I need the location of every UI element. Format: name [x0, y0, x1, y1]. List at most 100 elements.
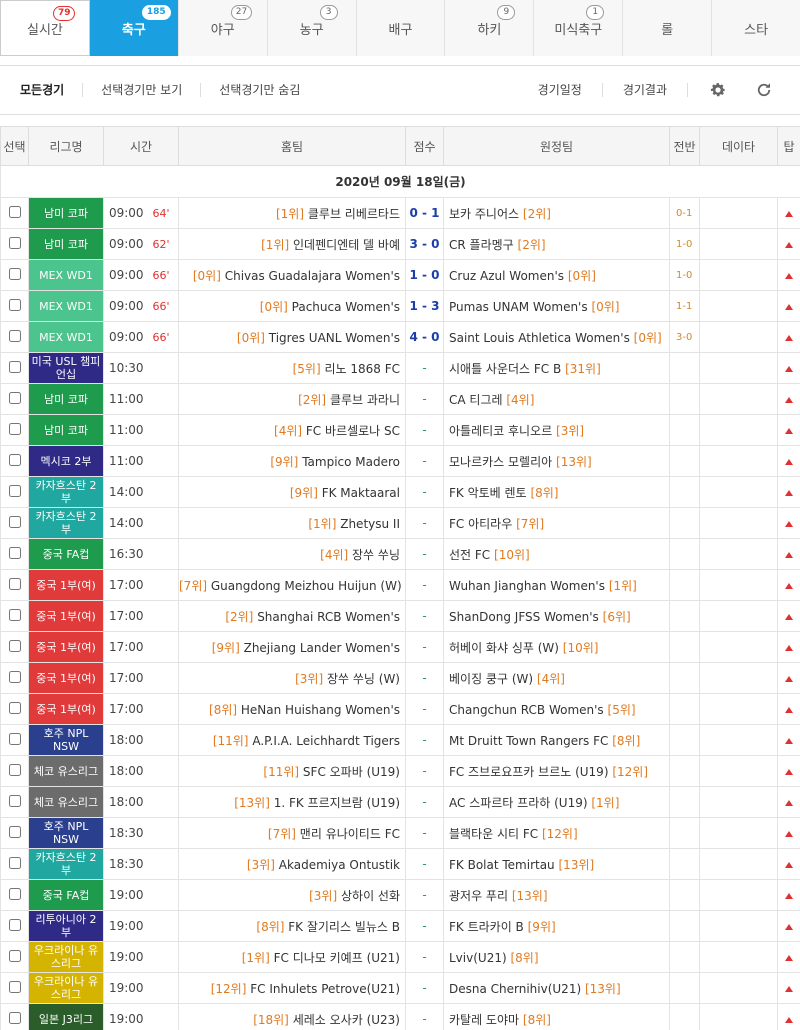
- triangle-up-icon[interactable]: [785, 1017, 793, 1023]
- data-cell[interactable]: [699, 197, 778, 229]
- data-cell[interactable]: [699, 383, 778, 415]
- tip-cell[interactable]: [777, 910, 800, 942]
- tip-cell[interactable]: [777, 879, 800, 911]
- triangle-up-icon[interactable]: [785, 490, 793, 496]
- away-team-cell[interactable]: FK 악토베 렌토 [8위]: [443, 476, 670, 508]
- away-team-cell[interactable]: Desna Chernihiv(U21) [13위]: [443, 972, 670, 1004]
- triangle-up-icon[interactable]: [785, 273, 793, 279]
- triangle-up-icon[interactable]: [785, 955, 793, 961]
- home-team-cell[interactable]: [8위] HeNan Huishang Women's: [178, 693, 406, 725]
- select-checkbox[interactable]: [8, 360, 21, 373]
- sport-tab[interactable]: 야구 27: [178, 0, 268, 56]
- data-cell[interactable]: [699, 724, 778, 756]
- select-checkbox[interactable]: [8, 577, 21, 590]
- score-cell[interactable]: -: [405, 1003, 444, 1030]
- away-team-cell[interactable]: AC 스파르타 프라하 (U19) [1위]: [443, 786, 670, 818]
- score-cell[interactable]: -: [405, 600, 444, 632]
- league-cell[interactable]: 우크라이나 유스리그: [28, 972, 104, 1004]
- away-team-cell[interactable]: 카탈레 도야마 [8위]: [443, 1003, 670, 1030]
- data-cell[interactable]: [699, 569, 778, 601]
- tip-cell[interactable]: [777, 259, 800, 291]
- score-cell[interactable]: -: [405, 941, 444, 973]
- league-cell[interactable]: 남미 코파: [28, 197, 104, 229]
- select-checkbox[interactable]: [8, 732, 21, 745]
- score-cell[interactable]: -: [405, 848, 444, 880]
- tip-cell[interactable]: [777, 476, 800, 508]
- triangle-up-icon[interactable]: [785, 583, 793, 589]
- select-checkbox[interactable]: [8, 608, 21, 621]
- triangle-up-icon[interactable]: [785, 242, 793, 248]
- home-team-cell[interactable]: [8위] FK 잘기리스 빌뉴스 B: [178, 910, 406, 942]
- data-cell[interactable]: [699, 1003, 778, 1030]
- select-checkbox[interactable]: [8, 236, 21, 249]
- home-team-cell[interactable]: [0위] Tigres UANL Women's: [178, 321, 406, 353]
- select-checkbox[interactable]: [8, 887, 21, 900]
- tip-cell[interactable]: [777, 724, 800, 756]
- league-cell[interactable]: 미국 USL 챔피언십: [28, 352, 104, 384]
- league-cell[interactable]: 체코 유스리그: [28, 755, 104, 787]
- tip-cell[interactable]: [777, 817, 800, 849]
- triangle-up-icon[interactable]: [785, 800, 793, 806]
- league-cell[interactable]: 중국 1부(여): [28, 631, 104, 663]
- triangle-up-icon[interactable]: [785, 831, 793, 837]
- select-checkbox[interactable]: [8, 980, 21, 993]
- away-team-cell[interactable]: FC 아티라우 [7위]: [443, 507, 670, 539]
- league-cell[interactable]: 호주 NPL NSW: [28, 724, 104, 756]
- select-checkbox[interactable]: [8, 856, 21, 869]
- home-team-cell[interactable]: [9위] Tampico Madero: [178, 445, 406, 477]
- home-team-cell[interactable]: [2위] Shanghai RCB Women's: [178, 600, 406, 632]
- select-checkbox[interactable]: [8, 639, 21, 652]
- away-team-cell[interactable]: 아틀레티코 후니오르 [3위]: [443, 414, 670, 446]
- league-cell[interactable]: 중국 1부(여): [28, 600, 104, 632]
- home-team-cell[interactable]: [12위] FC Inhulets Petrove(U21): [178, 972, 406, 1004]
- home-team-cell[interactable]: [4위] 장쑤 쑤닝: [178, 538, 406, 570]
- data-cell[interactable]: [699, 600, 778, 632]
- triangle-up-icon[interactable]: [785, 645, 793, 651]
- home-team-cell[interactable]: [1위] 인데펜디엔테 델 바예: [178, 228, 406, 260]
- select-checkbox[interactable]: [8, 267, 21, 280]
- away-team-cell[interactable]: CR 플라멩구 [2위]: [443, 228, 670, 260]
- select-checkbox[interactable]: [8, 205, 21, 218]
- data-cell[interactable]: [699, 786, 778, 818]
- league-cell[interactable]: 멕시코 2부: [28, 445, 104, 477]
- home-team-cell[interactable]: [13위] 1. FK 프르지브람 (U19): [178, 786, 406, 818]
- tip-cell[interactable]: [777, 1003, 800, 1030]
- score-cell[interactable]: -: [405, 383, 444, 415]
- tip-cell[interactable]: [777, 228, 800, 260]
- data-cell[interactable]: [699, 693, 778, 725]
- filter-hide-selected[interactable]: 선택경기만 숨김: [219, 83, 301, 97]
- league-cell[interactable]: MEX WD1: [28, 290, 104, 322]
- away-team-cell[interactable]: Wuhan Jianghan Women's [1위]: [443, 569, 670, 601]
- select-checkbox[interactable]: [8, 949, 21, 962]
- away-team-cell[interactable]: 시애틀 사운더스 FC B [31위]: [443, 352, 670, 384]
- triangle-up-icon[interactable]: [785, 986, 793, 992]
- sport-tab[interactable]: 배구: [356, 0, 446, 56]
- triangle-up-icon[interactable]: [785, 893, 793, 899]
- data-cell[interactable]: [699, 290, 778, 322]
- score-cell[interactable]: -: [405, 507, 444, 539]
- triangle-up-icon[interactable]: [785, 428, 793, 434]
- data-cell[interactable]: [699, 228, 778, 260]
- tip-cell[interactable]: [777, 383, 800, 415]
- data-cell[interactable]: [699, 507, 778, 539]
- score-cell[interactable]: -: [405, 972, 444, 1004]
- tip-cell[interactable]: [777, 445, 800, 477]
- tip-cell[interactable]: [777, 972, 800, 1004]
- select-checkbox[interactable]: [8, 298, 21, 311]
- score-cell[interactable]: -: [405, 476, 444, 508]
- score-cell[interactable]: 3 - 0: [405, 228, 444, 260]
- league-cell[interactable]: 우크라이나 유스리그: [28, 941, 104, 973]
- league-cell[interactable]: 일본 J3리그: [28, 1003, 104, 1030]
- away-team-cell[interactable]: 허베이 화샤 싱푸 (W) [10위]: [443, 631, 670, 663]
- tip-cell[interactable]: [777, 941, 800, 973]
- triangle-up-icon[interactable]: [785, 335, 793, 341]
- tip-cell[interactable]: [777, 600, 800, 632]
- data-cell[interactable]: [699, 910, 778, 942]
- home-team-cell[interactable]: [3위] 장쑤 쑤닝 (W): [178, 662, 406, 694]
- triangle-up-icon[interactable]: [785, 521, 793, 527]
- triangle-up-icon[interactable]: [785, 366, 793, 372]
- away-team-cell[interactable]: 베이징 쿵구 (W) [4위]: [443, 662, 670, 694]
- triangle-up-icon[interactable]: [785, 304, 793, 310]
- away-team-cell[interactable]: Cruz Azul Women's [0위]: [443, 259, 670, 291]
- home-team-cell[interactable]: [9위] FK Maktaaral: [178, 476, 406, 508]
